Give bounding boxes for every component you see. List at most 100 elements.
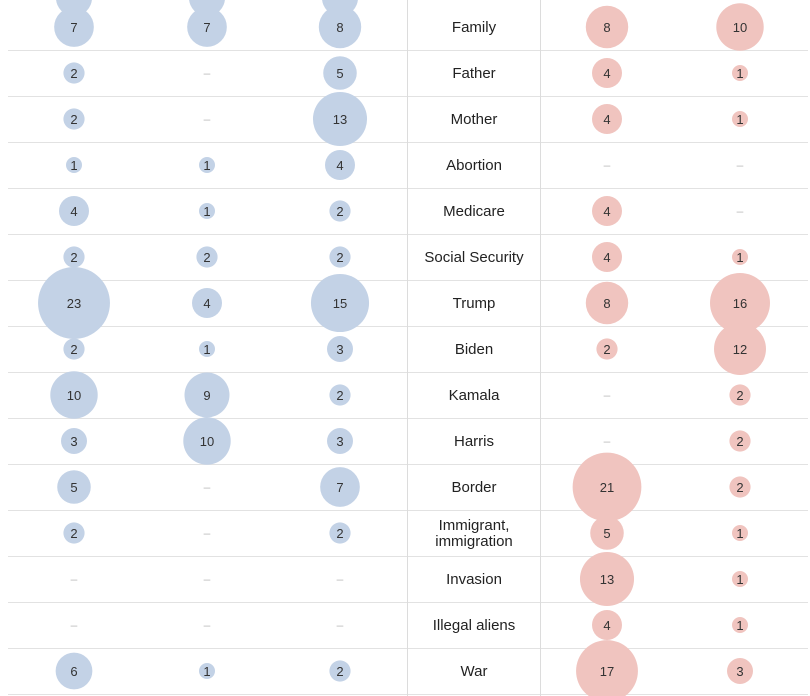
rep-bubble	[732, 65, 748, 81]
dem-empty-mark: –	[337, 572, 344, 586]
rep-bubble-value: 4	[603, 204, 610, 219]
rep-bubble-value: 1	[736, 526, 743, 541]
rep-bubble-value: 2	[736, 480, 743, 495]
term-label: Border	[451, 478, 497, 496]
dem-bubble-value: 2	[336, 204, 343, 219]
table-row: Trump	[8, 281, 808, 327]
dem-bubble	[310, 273, 370, 333]
dem-bubble	[66, 157, 82, 173]
rep-empty-mark: –	[737, 204, 744, 218]
dem-bubble-value: 2	[70, 342, 77, 357]
rep-bubble	[576, 640, 638, 696]
dem-bubble-value: 2	[70, 250, 77, 265]
rep-bubble-value: 2	[736, 388, 743, 403]
dem-bubble	[329, 200, 351, 222]
rep-bubble	[592, 58, 622, 88]
dem-bubble-value: 2	[336, 250, 343, 265]
dem-empty-mark: –	[337, 618, 344, 632]
table-row: Immigrant, immigration	[8, 511, 808, 557]
dem-bubble-value: 7	[203, 20, 210, 35]
term-label: Illegal aliens	[432, 616, 516, 634]
rep-bubble	[590, 516, 624, 550]
rep-bubble	[592, 104, 622, 134]
rep-bubble	[729, 476, 751, 498]
rep-bubble-value: 16	[733, 296, 747, 311]
rep-bubble	[585, 5, 629, 49]
rep-empty-mark: –	[604, 158, 611, 172]
dem-bubble-value: 1	[203, 342, 210, 357]
dem-bubble	[329, 246, 351, 268]
rep-bubble	[585, 281, 629, 325]
rep-bubble	[729, 384, 751, 406]
term-label: Medicare	[443, 202, 505, 220]
dem-bubble	[54, 7, 94, 47]
rep-bubble-value: 2	[603, 342, 610, 357]
dem-bubble-value: 13	[333, 112, 347, 127]
rep-bubble	[732, 571, 748, 587]
table-row: Illegal aliens	[8, 603, 808, 649]
dem-bubble	[183, 417, 231, 465]
rep-bubble-value: 13	[600, 572, 614, 587]
term-label: Trump	[452, 294, 496, 312]
dem-bubble-value: 4	[70, 204, 77, 219]
table-row: Abortion	[8, 143, 808, 189]
table-row: War	[8, 649, 808, 695]
rep-bubble	[592, 610, 622, 640]
term-label: Family	[451, 18, 497, 36]
rep-bubble	[710, 273, 770, 333]
table-row: Biden	[8, 327, 808, 373]
dem-bubble-value: 2	[70, 66, 77, 81]
dem-empty-mark: –	[204, 66, 211, 80]
divider-right	[540, 0, 541, 696]
term-label: Social Security	[424, 248, 524, 266]
rep-bubble-value: 2	[736, 434, 743, 449]
rep-bubble-value: 1	[736, 618, 743, 633]
rep-bubble-value: 5	[603, 526, 610, 541]
rep-bubble-value: 4	[603, 250, 610, 265]
dem-bubble-value: 6	[70, 664, 77, 679]
dem-bubble	[199, 663, 215, 679]
term-label: Mother	[450, 110, 498, 128]
dem-bubble-value: 2	[336, 388, 343, 403]
dem-bubble	[63, 246, 85, 268]
table-row: Social Security	[8, 235, 808, 281]
rep-bubble	[714, 323, 766, 375]
term-label: Harris	[454, 432, 494, 450]
dem-bubble-value: 9	[203, 388, 210, 403]
rep-bubble	[596, 338, 618, 360]
dem-bubble	[199, 203, 215, 219]
dem-bubble-value: 8	[336, 20, 343, 35]
dem-bubble-value: 3	[336, 434, 343, 449]
dem-bubble-value: 10	[67, 388, 81, 403]
dem-bubble	[192, 288, 222, 318]
rep-bubble-value: 4	[603, 66, 610, 81]
rep-bubble	[732, 617, 748, 633]
dem-bubble-value: 7	[70, 20, 77, 35]
dem-bubble	[55, 652, 93, 690]
rep-bubble-value: 1	[736, 112, 743, 127]
dem-bubble-value: 15	[333, 296, 347, 311]
table-row: Border	[8, 465, 808, 511]
rep-bubble	[732, 111, 748, 127]
dem-bubble-value: 2	[70, 112, 77, 127]
dem-empty-mark: –	[204, 526, 211, 540]
dem-bubble-value: 5	[70, 480, 77, 495]
dem-bubble	[327, 336, 353, 362]
rep-empty-mark: –	[737, 158, 744, 172]
dem-bubble	[327, 428, 353, 454]
rep-bubble	[592, 242, 622, 272]
table-row: Harris	[8, 419, 808, 465]
dem-bubble-value: 2	[70, 526, 77, 541]
dem-bubble-value: 3	[70, 434, 77, 449]
dem-bubble	[320, 467, 360, 507]
dem-bubble-value: 1	[203, 664, 210, 679]
dem-bubble	[329, 522, 351, 544]
dem-empty-mark: –	[71, 618, 78, 632]
dem-empty-mark: –	[204, 112, 211, 126]
dem-bubble	[61, 428, 87, 454]
rep-bubble	[732, 249, 748, 265]
dem-bubble	[199, 157, 215, 173]
dem-bubble	[38, 267, 110, 339]
